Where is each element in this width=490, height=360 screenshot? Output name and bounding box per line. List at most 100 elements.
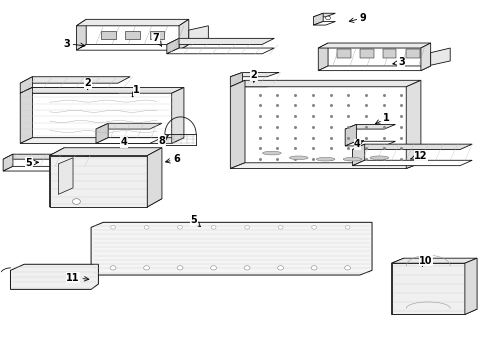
Polygon shape	[230, 83, 279, 87]
Polygon shape	[20, 87, 130, 93]
Text: 4: 4	[354, 139, 364, 149]
Circle shape	[245, 226, 249, 229]
Polygon shape	[147, 148, 162, 207]
Text: 7: 7	[153, 33, 162, 46]
Polygon shape	[167, 39, 179, 54]
Polygon shape	[431, 48, 450, 65]
Polygon shape	[125, 31, 140, 39]
Polygon shape	[58, 158, 73, 194]
Polygon shape	[150, 31, 164, 39]
Polygon shape	[345, 125, 356, 146]
Polygon shape	[314, 13, 335, 17]
Polygon shape	[91, 222, 372, 275]
Polygon shape	[49, 156, 147, 207]
Polygon shape	[76, 19, 189, 26]
Polygon shape	[383, 49, 396, 58]
Polygon shape	[352, 144, 472, 149]
Polygon shape	[167, 39, 274, 44]
Text: 10: 10	[419, 256, 433, 266]
Polygon shape	[465, 258, 477, 315]
Text: 1: 1	[132, 85, 140, 97]
Polygon shape	[49, 148, 64, 207]
Circle shape	[344, 266, 350, 270]
Circle shape	[73, 199, 80, 204]
Text: 9: 9	[349, 13, 367, 23]
Polygon shape	[230, 80, 245, 168]
Polygon shape	[20, 87, 184, 93]
Polygon shape	[179, 19, 189, 50]
Circle shape	[311, 266, 317, 270]
Text: 8: 8	[158, 135, 168, 145]
Ellipse shape	[317, 157, 335, 161]
Polygon shape	[10, 264, 98, 289]
Circle shape	[211, 226, 216, 229]
Polygon shape	[20, 77, 130, 83]
Polygon shape	[314, 22, 335, 25]
Polygon shape	[406, 80, 421, 168]
Text: 5: 5	[190, 215, 200, 227]
Polygon shape	[20, 77, 32, 93]
Polygon shape	[189, 26, 208, 43]
Polygon shape	[76, 44, 189, 50]
Polygon shape	[172, 87, 184, 143]
Polygon shape	[392, 258, 477, 263]
Polygon shape	[230, 80, 421, 87]
Text: 2: 2	[84, 78, 91, 89]
Circle shape	[144, 266, 149, 270]
Polygon shape	[96, 123, 108, 143]
Polygon shape	[392, 258, 404, 315]
Polygon shape	[318, 66, 431, 71]
Polygon shape	[392, 263, 465, 315]
Polygon shape	[101, 31, 116, 39]
Polygon shape	[406, 49, 420, 58]
Circle shape	[211, 266, 217, 270]
Circle shape	[111, 226, 116, 229]
Circle shape	[312, 226, 317, 229]
Polygon shape	[392, 309, 477, 315]
Ellipse shape	[343, 157, 362, 161]
Polygon shape	[3, 154, 13, 171]
Polygon shape	[352, 160, 472, 166]
Circle shape	[326, 16, 331, 20]
Polygon shape	[20, 138, 184, 143]
Ellipse shape	[370, 156, 389, 159]
Circle shape	[178, 226, 183, 229]
Polygon shape	[167, 48, 274, 54]
Text: 4: 4	[121, 137, 128, 147]
Polygon shape	[337, 49, 350, 58]
Ellipse shape	[263, 151, 281, 155]
Circle shape	[177, 266, 183, 270]
Polygon shape	[314, 13, 323, 25]
Polygon shape	[49, 199, 162, 207]
Polygon shape	[20, 87, 32, 143]
Polygon shape	[96, 138, 162, 143]
Polygon shape	[352, 144, 365, 166]
Circle shape	[278, 266, 284, 270]
Circle shape	[110, 266, 116, 270]
Polygon shape	[318, 43, 328, 71]
Polygon shape	[360, 49, 373, 58]
Circle shape	[244, 266, 250, 270]
Circle shape	[278, 226, 283, 229]
Polygon shape	[3, 166, 91, 171]
Text: 6: 6	[166, 154, 180, 164]
Circle shape	[345, 226, 350, 229]
Text: 1: 1	[375, 113, 390, 124]
Text: 3: 3	[393, 57, 405, 67]
Polygon shape	[230, 72, 279, 77]
Polygon shape	[49, 148, 162, 156]
Polygon shape	[345, 141, 395, 146]
Polygon shape	[3, 154, 91, 159]
Text: 2: 2	[250, 70, 257, 82]
Polygon shape	[96, 123, 162, 129]
Text: 3: 3	[63, 39, 85, 49]
Polygon shape	[421, 43, 431, 71]
Text: 11: 11	[66, 273, 89, 283]
Polygon shape	[76, 19, 86, 50]
Polygon shape	[230, 72, 243, 87]
Polygon shape	[318, 43, 431, 48]
Polygon shape	[230, 163, 421, 168]
Polygon shape	[345, 125, 395, 129]
Ellipse shape	[290, 156, 308, 159]
Circle shape	[144, 226, 149, 229]
